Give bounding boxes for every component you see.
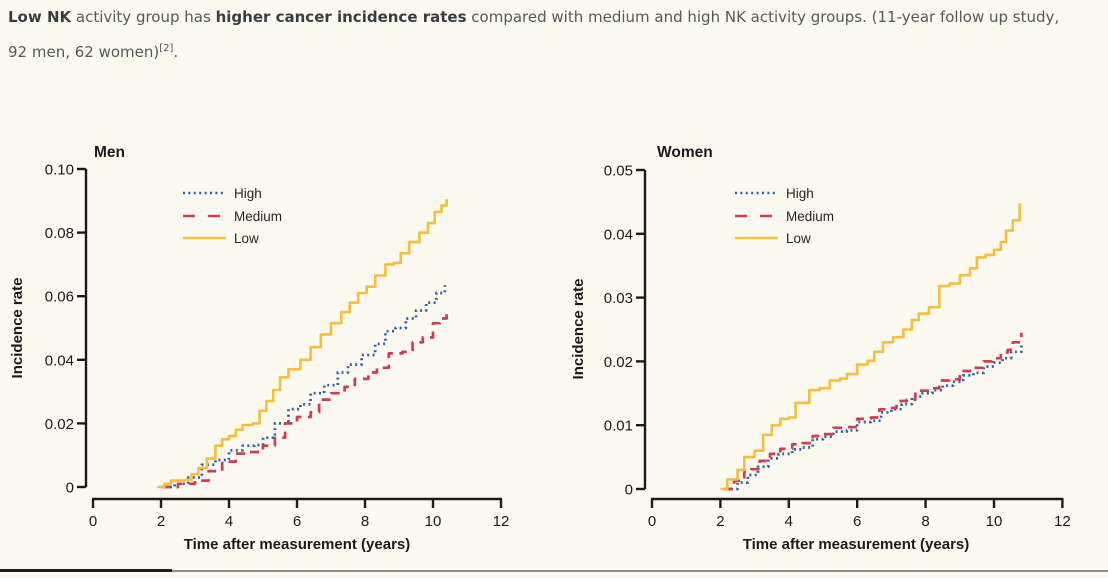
caption-segment: . — [173, 43, 179, 61]
y-tick-label: 0 — [625, 482, 633, 499]
y-tick-label: 0 — [66, 480, 74, 497]
y-tick-label: 0.08 — [45, 225, 74, 242]
series-curve-medium — [161, 312, 448, 489]
x-tick-label: 6 — [853, 513, 861, 530]
caption-reference-sup: [2] — [159, 43, 174, 54]
caption-segment: activity group has — [71, 8, 216, 26]
x-axis-title: Time after measurement (years) — [743, 536, 970, 553]
series-curve-high — [164, 285, 447, 489]
y-axis-title: Incidence rate — [570, 279, 587, 380]
legend-label: Low — [234, 231, 259, 246]
legend-label: High — [786, 186, 814, 201]
y-tick-label: 0.03 — [604, 290, 633, 307]
x-tick-label: 4 — [225, 513, 233, 530]
y-axis-title: Incidence rate — [9, 278, 26, 379]
chart-title: Women — [657, 144, 713, 161]
x-tick-label: 10 — [425, 513, 442, 530]
x-tick-label: 8 — [921, 513, 929, 530]
footer-divider-light — [172, 570, 1108, 572]
x-tick-label: 6 — [293, 513, 301, 530]
y-tick-label: 0.10 — [45, 162, 74, 179]
series-curve-low — [157, 199, 448, 489]
y-tick-label: 0.02 — [45, 416, 74, 433]
x-tick-label: 0 — [648, 513, 656, 530]
caption-segment: higher cancer incidence rates — [215, 8, 467, 26]
x-tick-label: 2 — [716, 513, 724, 530]
y-tick-label: 0.01 — [604, 418, 633, 435]
x-tick-label: 0 — [89, 513, 97, 530]
caption-segment: compared with medium and high NK activit… — [466, 8, 1060, 26]
y-tick-label: 0.05 — [604, 163, 633, 180]
legend-label: Medium — [234, 209, 282, 224]
series-curve-medium — [723, 332, 1023, 491]
series-curve-low — [720, 203, 1021, 491]
women-chart: 0 0.01 0.02 0.03 0.04 0.05 0 2 4 6 8 10 12 Time after… — [570, 144, 1071, 553]
x-tick-label: 10 — [986, 513, 1003, 530]
x-tick-label: 12 — [1054, 513, 1071, 530]
caption-segment: Low NK — [8, 8, 72, 26]
men-chart: 0 0.02 0.04 0.06 0.08 0.10 0 2 4 6 8 10 12 Time after… — [9, 144, 510, 553]
x-axis-title: Time after measurement (years) — [184, 536, 411, 553]
x-tick-label: 8 — [361, 513, 369, 530]
legend-label: Medium — [786, 209, 834, 224]
y-tick-label: 0.04 — [45, 352, 74, 369]
x-tick-label: 4 — [785, 513, 793, 530]
chart-title: Men — [94, 144, 125, 161]
caption-segment: 92 men, 62 women) — [8, 43, 160, 61]
legend-label: High — [234, 186, 262, 201]
y-tick-label: 0.06 — [45, 289, 74, 306]
x-tick-label: 2 — [157, 513, 165, 530]
x-tick-label: 12 — [493, 513, 510, 530]
footer-divider-dark — [0, 569, 172, 572]
y-tick-label: 0.04 — [604, 226, 633, 243]
caption-text: Low NK activity group has higher cancer … — [8, 2, 1102, 68]
y-tick-label: 0.02 — [604, 354, 633, 371]
legend-label: Low — [786, 231, 811, 246]
